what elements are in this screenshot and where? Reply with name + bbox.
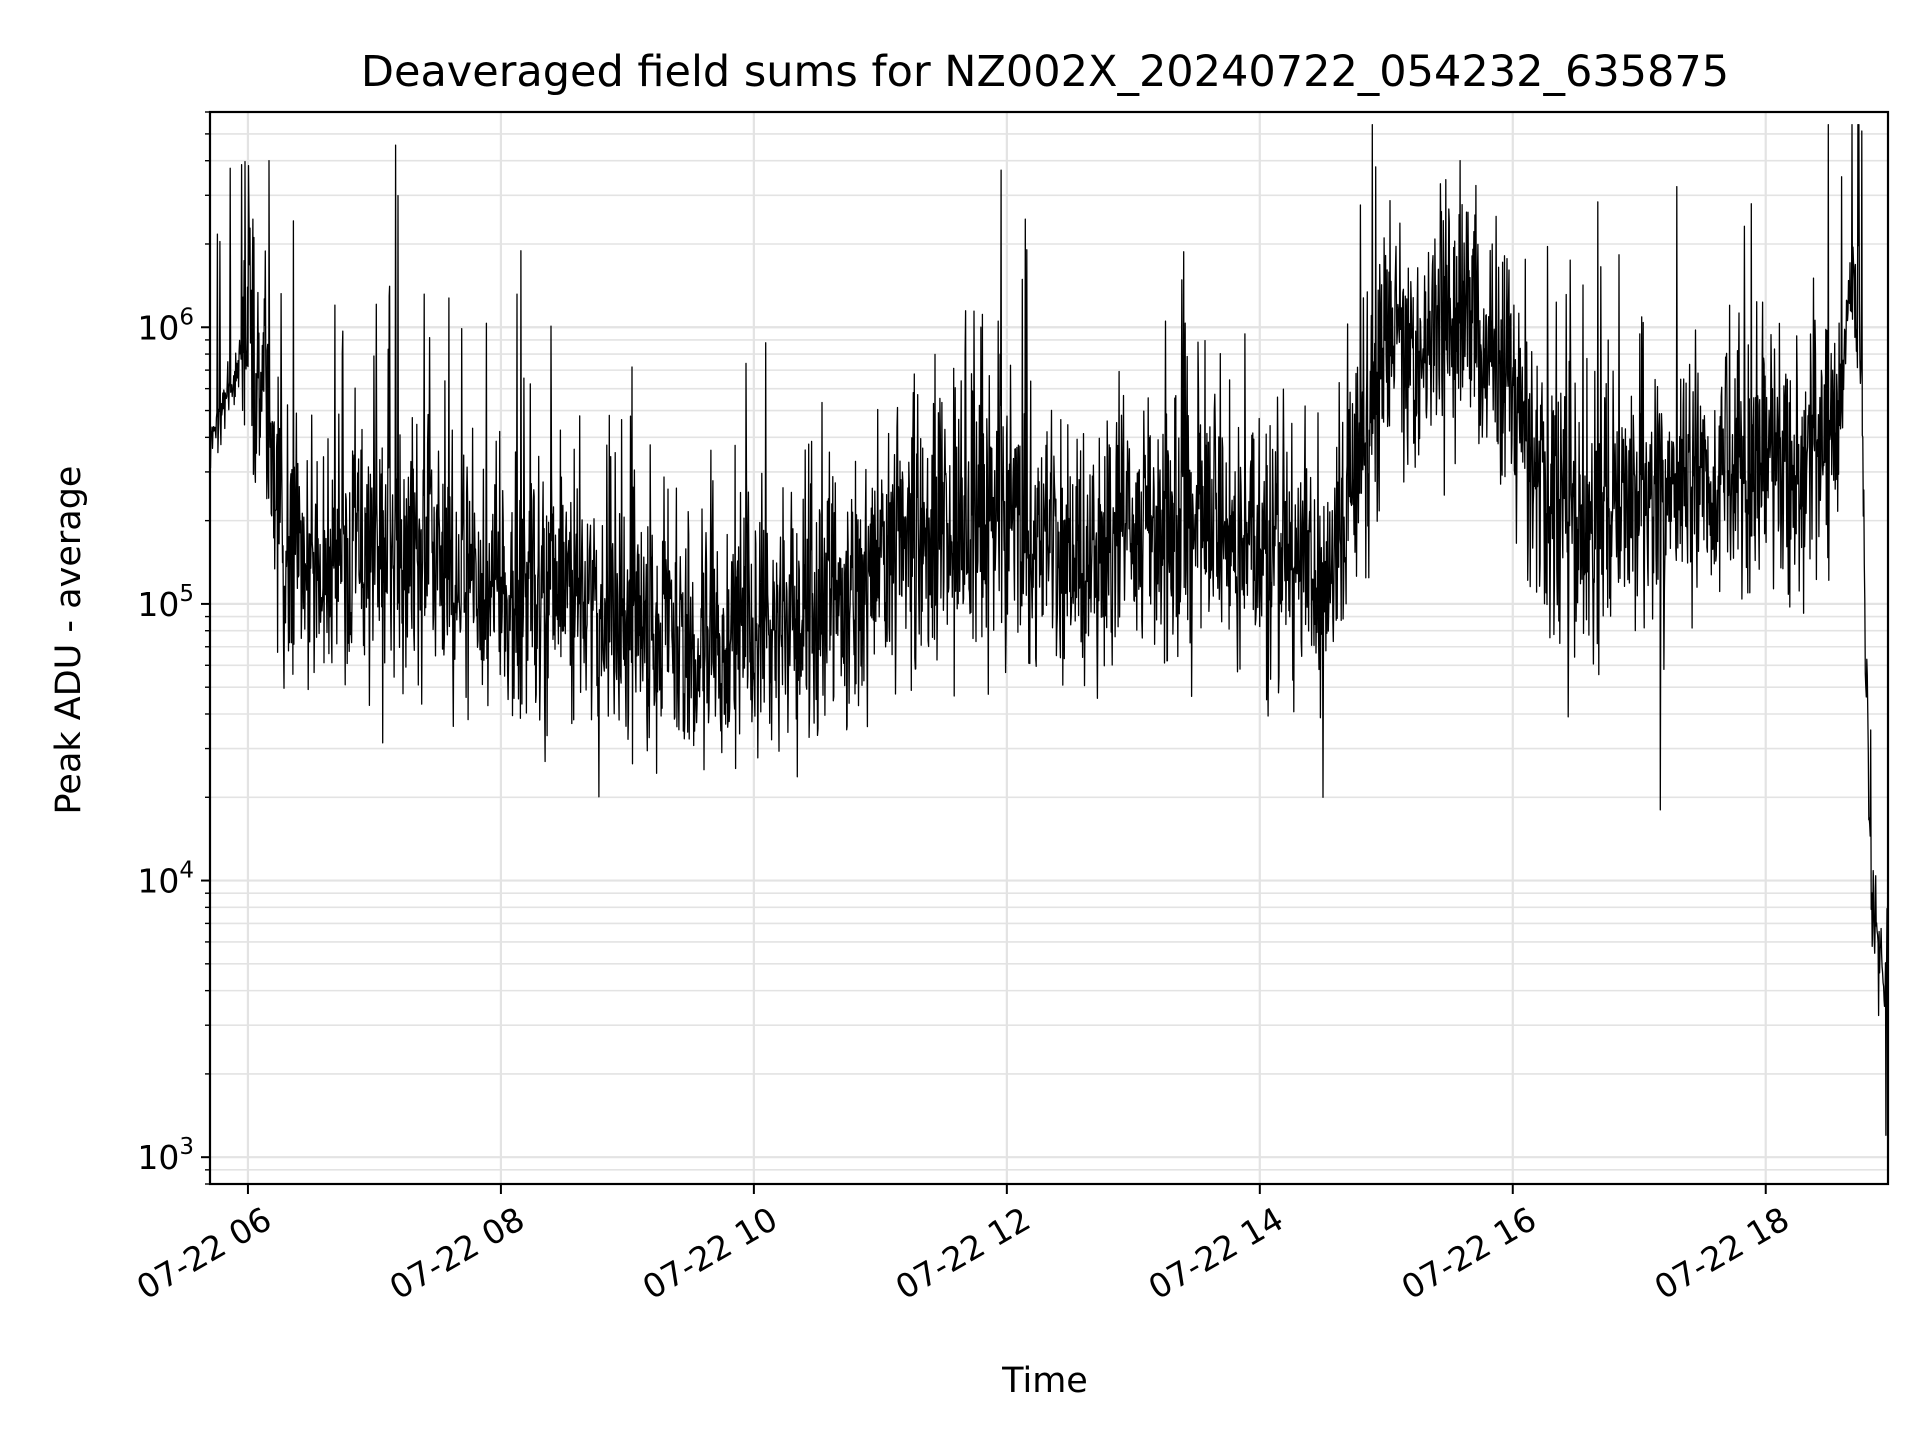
y-tick-exponent: 3 xyxy=(179,1134,194,1160)
y-tick-label: 106 xyxy=(137,304,194,347)
y-tick-base: 10 xyxy=(137,862,179,901)
y-tick-base: 10 xyxy=(137,308,179,347)
y-tick-label: 104 xyxy=(137,858,194,901)
y-tick-base: 10 xyxy=(137,585,179,624)
y-tick-exponent: 6 xyxy=(179,304,194,330)
x-axis-label: Time xyxy=(1001,1361,1088,1401)
y-tick-exponent: 5 xyxy=(179,581,194,607)
data-layer xyxy=(210,124,1888,1136)
data-series-line xyxy=(210,124,1888,1136)
y-tick-base: 10 xyxy=(137,1138,179,1177)
plot-frame xyxy=(208,110,1890,1186)
y-tick-label: 103 xyxy=(137,1134,194,1177)
y-tick-exponent: 4 xyxy=(179,858,194,884)
chart-title: Deaveraged field sums for NZ002X_2024072… xyxy=(361,47,1729,97)
y-axis-label: Peak ADU - average xyxy=(49,466,89,815)
y-tick-label: 105 xyxy=(137,581,194,624)
